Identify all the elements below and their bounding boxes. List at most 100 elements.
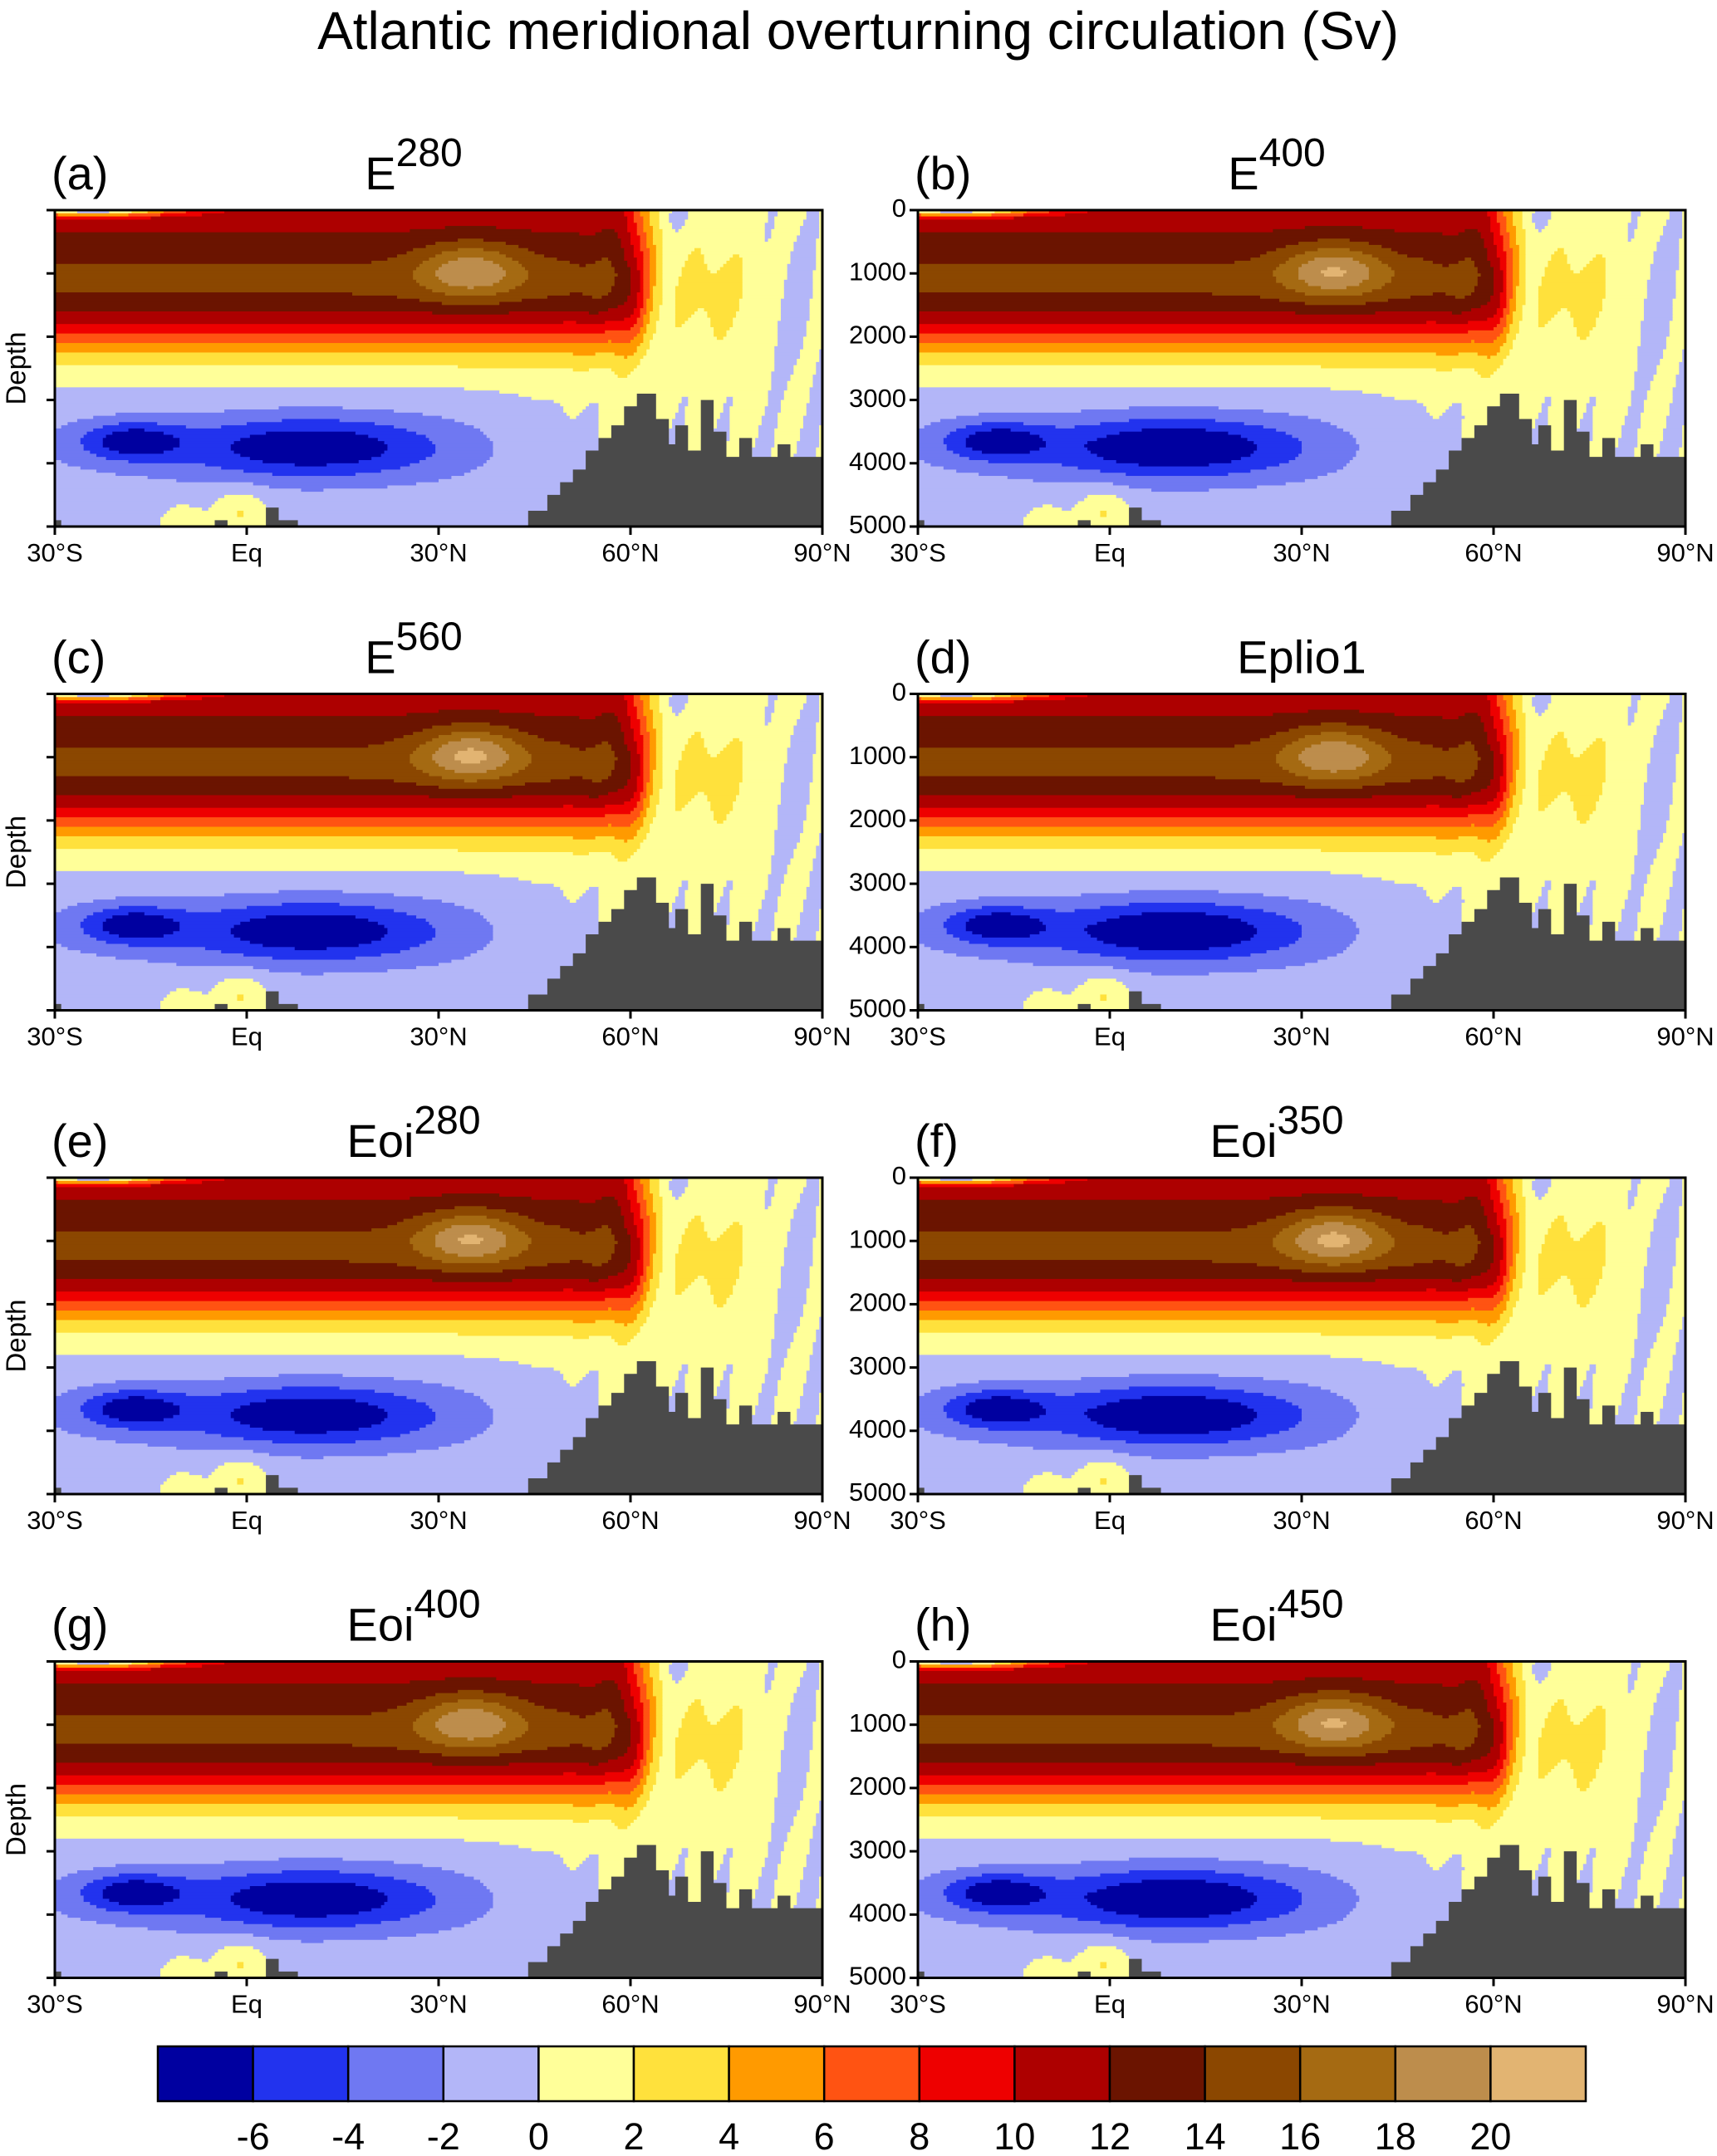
contour-band — [163, 934, 235, 938]
contour-band — [1503, 359, 1638, 363]
contour-band — [633, 732, 641, 736]
contour-band — [640, 412, 676, 417]
contour-band — [1522, 210, 1536, 214]
contour-band — [1641, 213, 1670, 218]
contour-band — [956, 428, 993, 433]
contour-band — [1503, 279, 1507, 284]
contour-band — [1643, 788, 1674, 793]
contour-band — [918, 216, 1015, 221]
contour-band — [662, 267, 683, 271]
contour-band — [1263, 909, 1337, 913]
contour-band — [1653, 737, 1680, 742]
contour-band — [1634, 858, 1655, 863]
contour-band — [774, 915, 801, 919]
contour-band — [650, 776, 654, 780]
contour-band — [675, 295, 743, 300]
contour-band — [204, 463, 296, 468]
contour-band — [144, 428, 408, 433]
contour-band — [643, 279, 650, 284]
contour-band — [1087, 441, 1254, 445]
contour-band — [1515, 769, 1527, 774]
contour-band — [1596, 807, 1641, 812]
contour-band — [1653, 254, 1680, 258]
contour-band — [646, 788, 654, 793]
contour-band — [1663, 919, 1683, 923]
contour-band — [812, 868, 823, 872]
contour-band — [1451, 886, 1463, 891]
contour-band — [1295, 254, 1373, 258]
contour-band — [55, 741, 385, 746]
contour-band — [646, 238, 654, 243]
contour-band — [774, 852, 794, 856]
contour-band — [918, 833, 1501, 837]
contour-band — [1525, 242, 1657, 246]
contour-band — [918, 226, 1306, 230]
contour-band — [371, 457, 427, 461]
contour-band — [1474, 747, 1491, 752]
contour-band — [1506, 216, 1513, 221]
contour-band — [918, 298, 1280, 303]
contour-band — [614, 835, 635, 840]
contour-band — [1327, 473, 1456, 477]
contour-band — [1359, 776, 1434, 780]
contour-band — [1582, 267, 1607, 271]
contour-band — [787, 747, 817, 752]
contour-band — [55, 919, 85, 923]
contour-band — [1494, 289, 1504, 293]
contour-band — [189, 987, 213, 992]
contour-band — [419, 744, 443, 748]
contour-band — [1515, 301, 1527, 306]
contour-band — [1496, 244, 1504, 249]
x-tick-label: 30°S — [27, 538, 83, 567]
contour-band — [1650, 387, 1674, 391]
contour-band — [684, 744, 705, 748]
contour-band — [617, 788, 638, 793]
contour-band — [1525, 776, 1539, 780]
contour-band — [55, 308, 609, 312]
contour-band — [733, 399, 769, 404]
contour-band — [800, 709, 820, 713]
contour-band — [1513, 744, 1520, 748]
contour-band — [55, 886, 561, 891]
contour-band — [652, 776, 664, 780]
contour-band — [659, 709, 673, 713]
contour-band — [678, 406, 686, 410]
contour-band — [633, 697, 641, 701]
contour-band — [115, 896, 424, 900]
contour-band — [1474, 289, 1494, 293]
contour-band — [1641, 823, 1667, 828]
contour-band — [669, 213, 689, 218]
contour-band — [1087, 210, 1488, 214]
contour-band — [425, 741, 449, 746]
contour-band — [1513, 260, 1520, 265]
contour-band — [410, 228, 532, 233]
contour-band — [55, 858, 619, 863]
contour-band — [508, 311, 590, 316]
contour-band — [1346, 463, 1459, 468]
contour-band — [729, 412, 766, 417]
contour-band — [1513, 737, 1520, 742]
contour-band — [650, 286, 654, 290]
contour-band — [920, 213, 993, 218]
contour-band — [918, 497, 1085, 502]
contour-band — [774, 219, 804, 223]
contour-band — [1669, 700, 1683, 704]
contour-band — [1029, 431, 1121, 436]
contour-band — [128, 697, 161, 701]
contour-band — [55, 779, 395, 783]
contour-band — [1532, 216, 1552, 221]
contour-band — [55, 959, 149, 963]
contour-band — [1675, 286, 1686, 290]
contour-band — [1679, 238, 1686, 243]
contour-band — [621, 722, 631, 727]
contour-band — [918, 270, 1273, 274]
contour-band — [774, 842, 797, 846]
contour-band — [790, 375, 814, 379]
contour-band — [1513, 795, 1523, 799]
contour-band — [1423, 403, 1453, 407]
contour-band — [579, 747, 586, 752]
contour-band — [221, 950, 401, 954]
contour-band — [797, 450, 817, 454]
contour-band — [646, 833, 775, 837]
contour-band — [1675, 295, 1686, 300]
